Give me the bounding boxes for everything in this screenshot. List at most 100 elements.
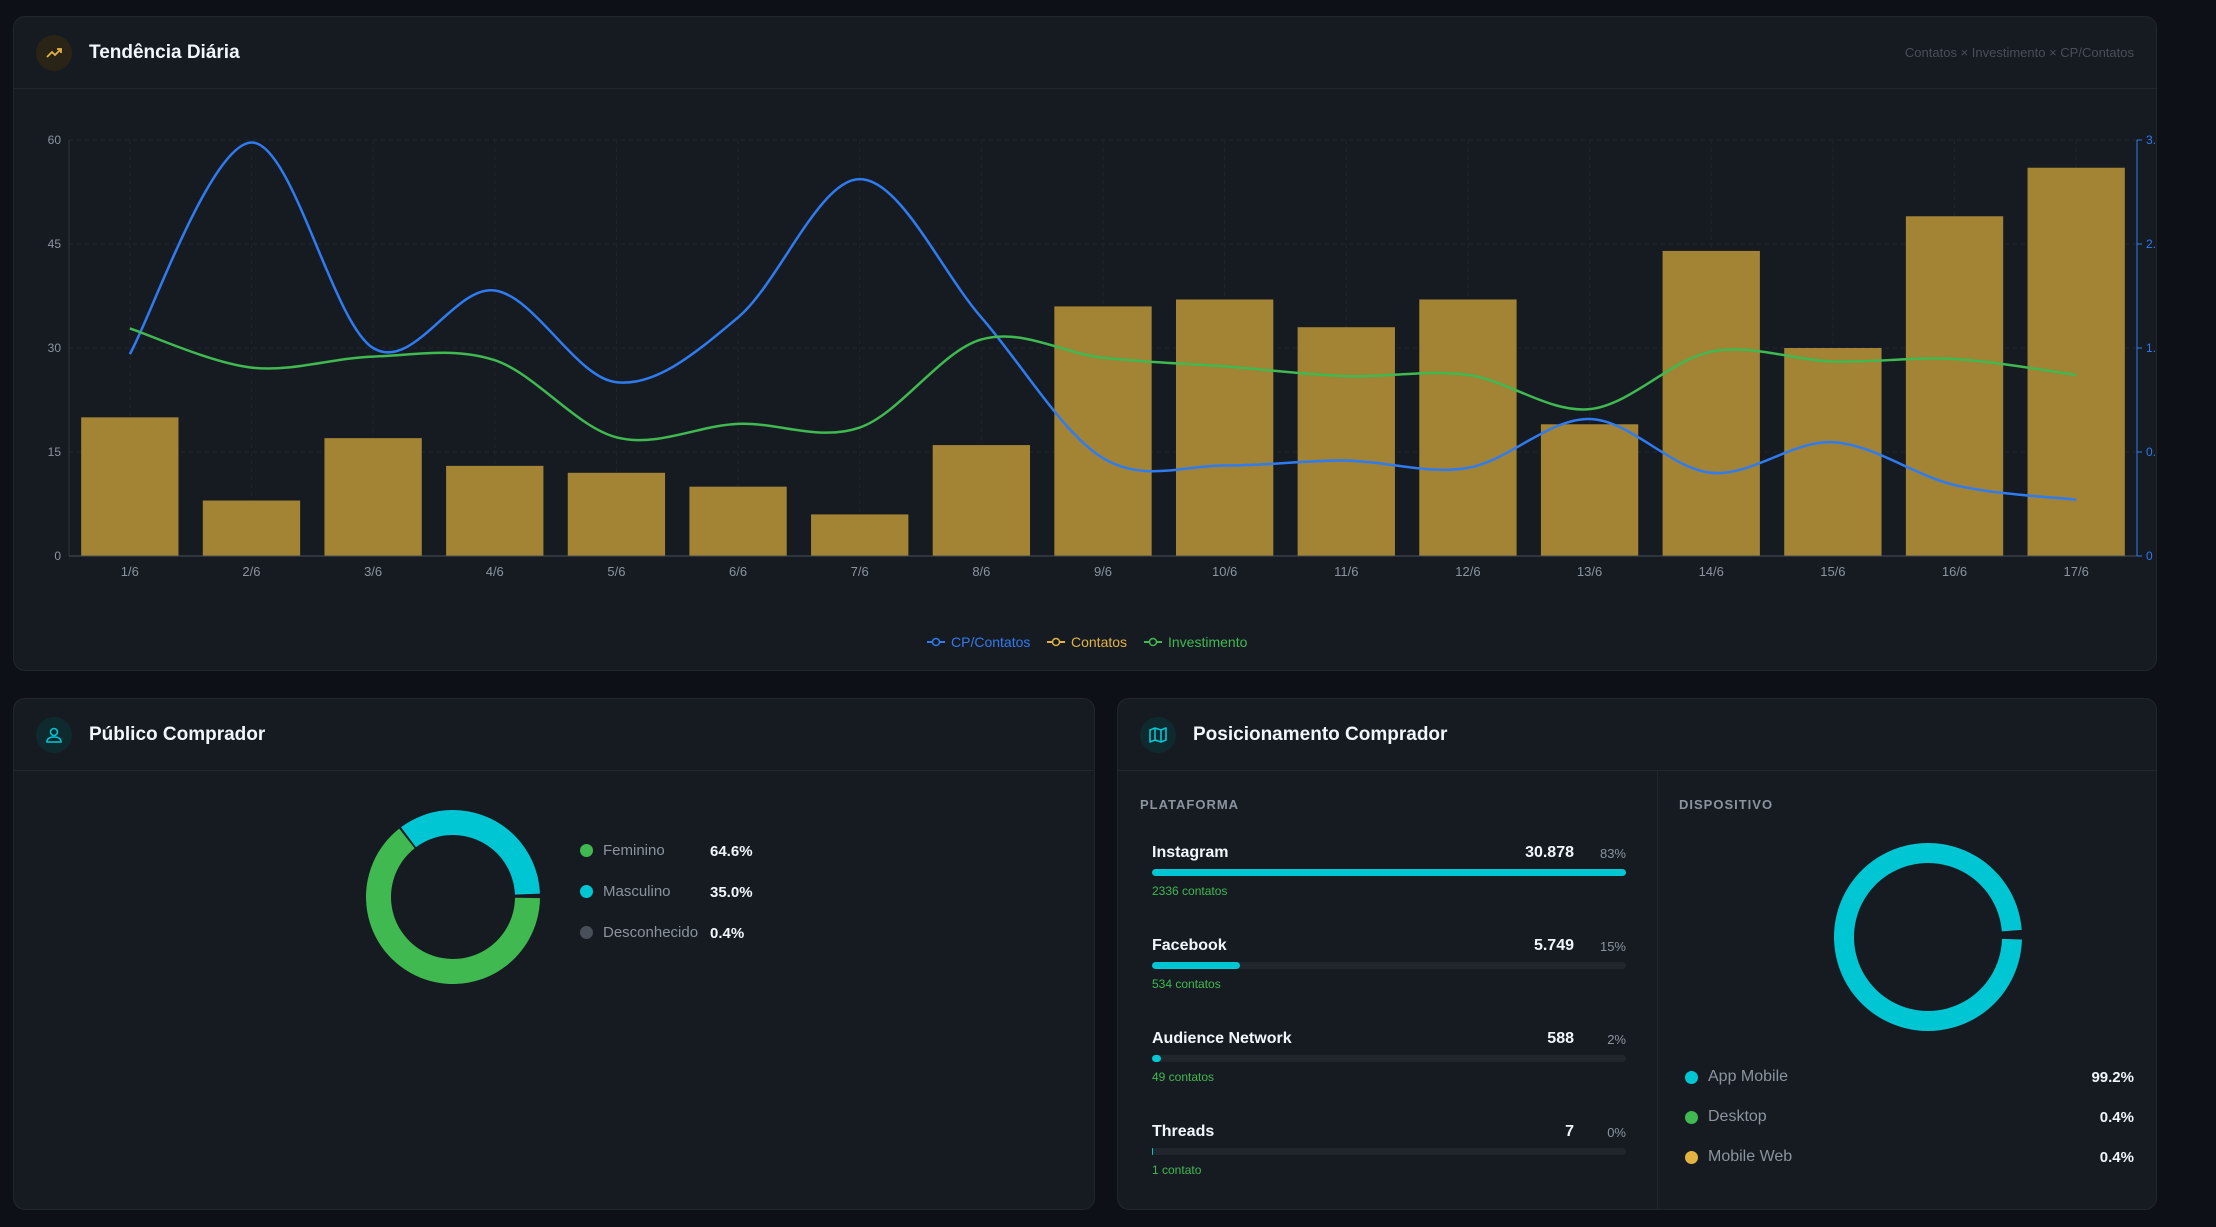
y-left-tick-label: 60 (48, 133, 62, 147)
x-tick-label: 12/6 (1455, 564, 1480, 579)
daily-trend-header: Tendência Diária Contatos × Investimento… (14, 17, 2156, 89)
x-tick-label: 13/6 (1577, 564, 1602, 579)
x-tick-label: 7/6 (851, 564, 869, 579)
x-tick-label: 2/6 (242, 564, 260, 579)
legend-pct: 0.4% (2099, 1109, 2134, 1126)
bar-contatos[interactable] (2027, 167, 2125, 556)
x-tick-label: 5/6 (607, 564, 625, 579)
platform-name: Audience Network (1152, 1030, 1292, 1047)
map-icon (1140, 716, 1176, 753)
bar-contatos[interactable] (1175, 299, 1274, 556)
y-left-tick-label: 30 (48, 341, 62, 355)
legend-mobile-web: Mobile Web (1685, 1148, 1792, 1166)
bar-contatos[interactable] (324, 438, 422, 556)
legend-pct: 64.6% (710, 843, 753, 860)
legend-label: App Mobile (1708, 1068, 1789, 1085)
platform-section-label: PLATAFORMA (1140, 797, 1240, 812)
bar-contatos[interactable] (202, 500, 301, 556)
legend-dot (1685, 1070, 1698, 1084)
buyer-audience-card: Público Comprador Feminino 64.6% Masculi… (13, 698, 1095, 1210)
x-tick-label: 16/6 (1942, 564, 1967, 579)
bar-contatos[interactable] (1784, 348, 1882, 556)
buyer-positioning-card: Posicionamento Comprador PLATAFORMA Inst… (1117, 698, 2157, 1210)
platform-value: 30.878 (1525, 844, 1574, 861)
legend-contatos[interactable]: Contatos (1047, 634, 1127, 650)
platform-value: 7 (1565, 1123, 1574, 1140)
platform-bar-fill (1152, 1148, 1153, 1155)
x-tick-label: 11/6 (1334, 564, 1358, 579)
buyer-positioning-header: Posicionamento Comprador (1118, 699, 2156, 771)
bar-contatos[interactable] (1905, 216, 2004, 556)
legend-label: Desktop (1708, 1108, 1767, 1125)
daily-trend-title: Tendência Diária (89, 41, 240, 63)
column-divider (1657, 771, 1658, 1209)
legend-label: Mobile Web (1708, 1148, 1793, 1165)
trending-up-icon (36, 34, 72, 71)
bar-contatos[interactable] (1540, 424, 1639, 556)
platform-contacts: 2336 contatos (1152, 884, 1228, 898)
legend-label: Masculino (603, 883, 671, 900)
platform-contacts: 1 contato (1152, 1163, 1202, 1177)
legend-desktop: Desktop (1685, 1108, 1767, 1126)
platform-bar-fill (1152, 962, 1241, 969)
y-right-tick-label: 3.4 (2146, 133, 2157, 147)
x-tick-label: 14/6 (1699, 564, 1724, 579)
bar-contatos[interactable] (689, 486, 787, 556)
platform-value: 588 (1547, 1030, 1574, 1047)
y-right-tick-label: 0.85 (2146, 445, 2157, 459)
x-tick-label: 15/6 (1820, 564, 1845, 579)
bar-contatos[interactable] (1419, 299, 1517, 556)
legend-label: Contatos (1071, 634, 1127, 650)
platform-pct: 15% (1599, 939, 1626, 954)
x-tick-label: 3/6 (364, 564, 382, 579)
x-tick-label: 10/6 (1212, 564, 1237, 579)
legend-label: Investimento (1168, 634, 1248, 650)
legend-pct: 0.4% (2099, 1149, 2134, 1166)
donut-slice-app-mobile[interactable] (1834, 843, 2022, 1032)
donut-slice-feminino[interactable] (366, 828, 540, 984)
user-icon (36, 716, 72, 753)
platform-bar-track (1152, 869, 1626, 876)
buyer-positioning-title: Posicionamento Comprador (1193, 723, 1448, 745)
platform-pct: 83% (1599, 846, 1626, 861)
bar-contatos[interactable] (932, 445, 1031, 556)
y-right-tick-label: 0 (2146, 549, 2153, 563)
platform-bar-fill (1152, 1055, 1161, 1062)
bar-contatos[interactable] (1662, 250, 1760, 556)
daily-trend-chart: 0 15 30 45 60 0 0.85 1.7 2.55 3.4 1/6 2/6 3/6 4/6 5/6 6… (48, 133, 2157, 650)
legend-cp-contatos[interactable]: CP/Contatos (927, 634, 1030, 650)
platform-bar-track (1152, 1148, 1626, 1155)
platform-value: 5.749 (1533, 937, 1574, 954)
buyer-audience-header: Público Comprador (14, 699, 1094, 771)
legend-pct: 35.0% (710, 884, 753, 901)
bar-contatos[interactable] (811, 514, 909, 556)
daily-trend-card: Tendência Diária Contatos × Investimento… (13, 16, 2157, 671)
platform-bar-fill (1152, 869, 1626, 876)
legend-label: CP/Contatos (951, 634, 1030, 650)
line-investimento[interactable] (129, 327, 2077, 442)
legend-dot (1685, 1110, 1698, 1124)
device-donut-chart (1834, 843, 2022, 1032)
x-tick-label: 17/6 (2064, 564, 2089, 579)
y-right-tick-label: 1.7 (2146, 341, 2157, 355)
platform-name: Threads (1152, 1123, 1215, 1140)
platform-name: Facebook (1152, 937, 1227, 954)
platform-pct: 0% (1607, 1125, 1626, 1140)
bar-contatos[interactable] (1054, 306, 1152, 556)
bar-contatos[interactable] (1297, 327, 1395, 556)
platform-name: Instagram (1152, 844, 1229, 861)
legend-pct: 99.2% (2091, 1069, 2134, 1086)
legend-masculino: Masculino (580, 883, 671, 900)
donut-slice-masculino[interactable] (401, 810, 540, 895)
line-cp-contatos[interactable] (128, 141, 2077, 501)
legend-label: Desconhecido (603, 924, 699, 941)
bar-contatos[interactable] (81, 417, 179, 556)
x-tick-label: 4/6 (486, 564, 504, 579)
gender-donut-chart (366, 810, 540, 984)
legend-investimento[interactable]: Investimento (1144, 634, 1248, 650)
y-left-tick-label: 0 (54, 549, 61, 563)
bar-contatos[interactable] (446, 465, 544, 556)
y-right-tick-label: 2.55 (2146, 237, 2157, 251)
buyer-audience-title: Público Comprador (89, 723, 266, 745)
bar-contatos[interactable] (567, 472, 666, 556)
